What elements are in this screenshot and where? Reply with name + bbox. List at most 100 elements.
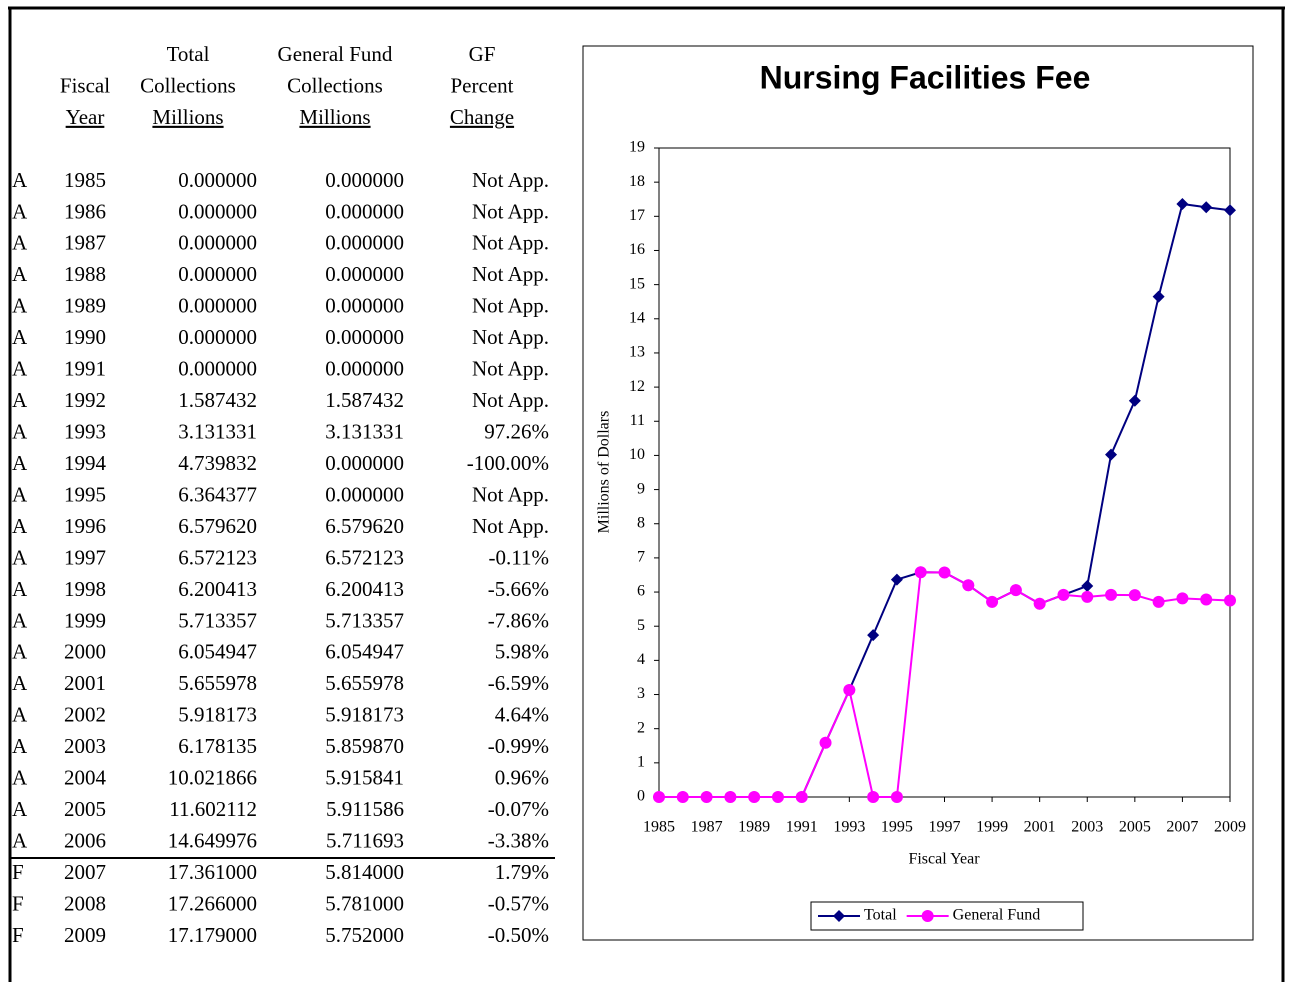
marker	[795, 791, 808, 803]
y-tick-label: 6	[637, 583, 645, 600]
y-tick-label: 17	[629, 207, 645, 224]
marker	[1200, 201, 1213, 214]
table-cell: 0.000000	[325, 168, 404, 192]
marker	[724, 791, 737, 803]
legend-label: Total	[864, 907, 897, 924]
table-cell: 1.587432	[325, 388, 404, 412]
table-cell: 1992	[64, 388, 106, 412]
table-cell: Not App.	[472, 262, 549, 286]
table-cell: 6.200413	[178, 577, 257, 601]
table-cell: Not App.	[472, 168, 549, 192]
table-cell: 5.711693	[326, 828, 404, 852]
table-cell: 6.054947	[178, 640, 257, 664]
table-cell: 1988	[64, 262, 106, 286]
table-cell: 14.649976	[168, 828, 257, 852]
table-cell: A	[12, 294, 28, 318]
x-tick-label: 1995	[881, 819, 913, 836]
marker	[1009, 584, 1022, 597]
table-cell: 1997	[64, 545, 106, 569]
table-cell: 1994	[64, 451, 107, 475]
table-cell: -7.86%	[488, 608, 549, 632]
marker	[890, 573, 903, 586]
table-cell: Not App.	[472, 294, 549, 318]
table-cell: F	[12, 891, 24, 915]
table-cell: 6.364377	[178, 482, 257, 506]
x-tick-label: 2003	[1071, 819, 1103, 836]
table-cell: 0.000000	[178, 262, 257, 286]
marker	[921, 910, 934, 922]
marker	[1152, 595, 1165, 608]
table-cell: -0.99%	[488, 734, 549, 758]
table-cell: A	[12, 168, 28, 192]
series-line	[659, 202, 1231, 798]
table-cell: 0.000000	[178, 231, 257, 255]
table-cell: 0.000000	[178, 325, 257, 349]
marker	[1176, 592, 1189, 605]
table-cell: A	[12, 797, 28, 821]
table-cell: 5.915841	[325, 766, 404, 790]
marker	[914, 566, 927, 579]
table-cell: 5.655978	[325, 671, 404, 695]
marker	[1176, 197, 1189, 210]
table-cell: 0.000000	[178, 357, 257, 381]
marker	[1152, 290, 1165, 303]
y-tick-label: 3	[637, 685, 645, 702]
table-cell: 97.26%	[484, 419, 549, 443]
y-axis-title: Millions of Dollars	[596, 411, 613, 534]
table-cell: A	[12, 828, 28, 852]
table-cell: 2007	[64, 860, 106, 884]
table-cell: 5.752000	[325, 923, 404, 947]
table-cell: A	[12, 577, 28, 601]
marker	[771, 791, 784, 803]
table-cell: A	[12, 766, 28, 790]
table-cell: 6.178135	[178, 734, 257, 758]
table-cell: 3.131331	[178, 419, 257, 443]
marker	[1128, 394, 1141, 407]
table-cell: 1985	[64, 168, 106, 192]
table-cell: 17.179000	[168, 923, 257, 947]
marker	[1081, 590, 1094, 603]
y-tick-label: 4	[637, 651, 645, 668]
column-header: Fiscal	[60, 73, 110, 97]
table-cell: 1995	[64, 482, 106, 506]
table-cell: F	[12, 923, 24, 947]
table-cell: -3.38%	[488, 828, 549, 852]
table-cell: 6.054947	[325, 640, 404, 664]
chart-title: Nursing Facilities Fee	[760, 59, 1091, 95]
table-cell: 5.814000	[325, 860, 404, 884]
table-cell: 1986	[64, 199, 106, 223]
table-cell: Not App.	[472, 231, 549, 255]
table-cell: 0.000000	[325, 199, 404, 223]
marker	[1200, 593, 1213, 606]
y-tick-label: 12	[629, 378, 645, 395]
table-cell: 0.000000	[178, 199, 257, 223]
table-cell: A	[12, 640, 28, 664]
table-cell: 1.79%	[495, 860, 549, 884]
marker	[833, 910, 845, 922]
marker	[986, 595, 999, 608]
table-cell: A	[12, 608, 28, 632]
plot-area	[658, 147, 1231, 798]
column-header: GF	[469, 42, 496, 66]
table-cell: 2001	[64, 671, 106, 695]
table-cell: -0.07%	[488, 797, 549, 821]
table-cell: 1987	[64, 231, 106, 255]
y-tick-label: 19	[629, 139, 645, 156]
marker	[867, 629, 880, 642]
marker	[1128, 589, 1141, 602]
table-cell: 2008	[64, 891, 106, 915]
column-header: Millions	[152, 105, 223, 129]
table-cell: 0.000000	[325, 451, 404, 475]
table-cell: 6.579620	[325, 514, 404, 538]
table-cell: 5.918173	[325, 703, 404, 727]
x-tick-label: 2005	[1119, 819, 1151, 836]
x-tick-label: 1991	[786, 819, 818, 836]
y-tick-label: 10	[629, 446, 645, 463]
legend-label: General Fund	[953, 907, 1041, 924]
marker	[748, 791, 761, 803]
y-tick-label: 15	[629, 275, 645, 292]
table-cell: Not App.	[472, 514, 549, 538]
table-cell: 1993	[64, 419, 106, 443]
table-cell: Not App.	[472, 325, 549, 349]
